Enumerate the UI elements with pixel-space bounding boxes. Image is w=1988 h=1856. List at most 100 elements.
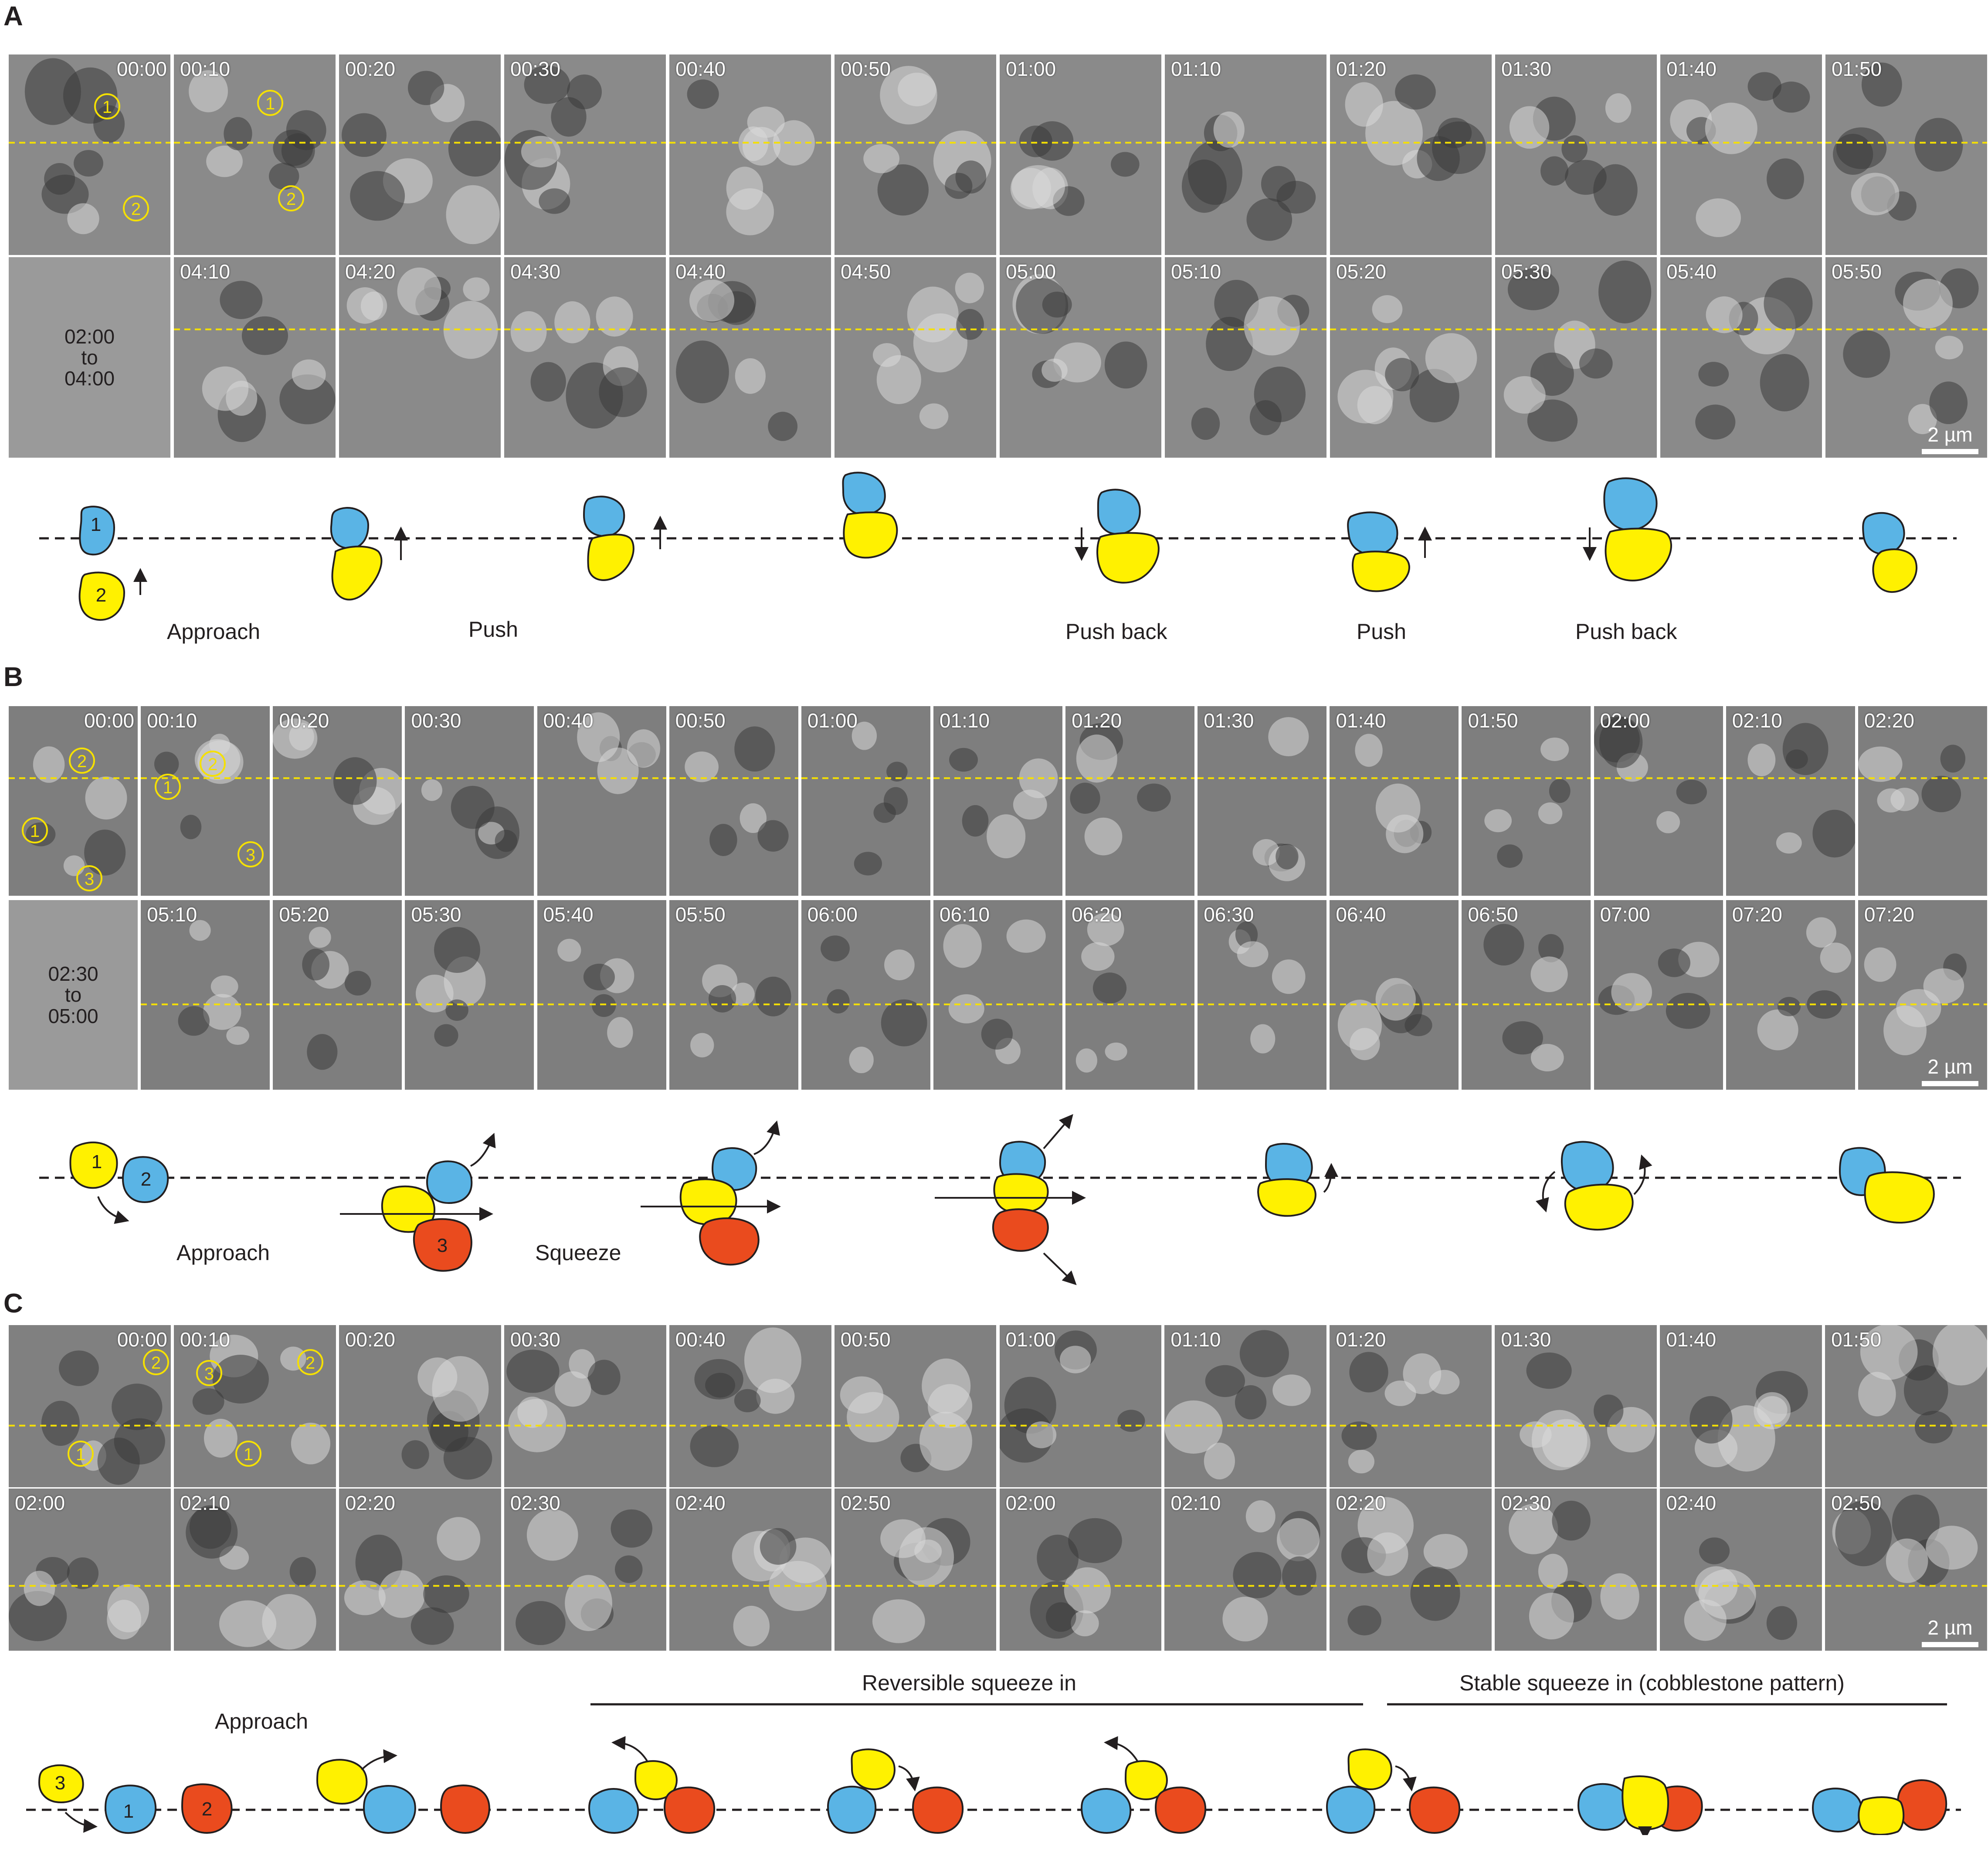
micrograph-image (669, 1325, 831, 1487)
timestamp: 00:10 (180, 1328, 231, 1351)
micrograph-frame: 05:40 (537, 900, 666, 1090)
timestamp: 04:40 (675, 260, 726, 283)
micrograph-image (669, 900, 798, 1090)
timestamp: 00:40 (543, 709, 594, 732)
micrograph-image (339, 1325, 501, 1487)
micrograph-image (1462, 706, 1591, 896)
time-gap-frame: 02:00 to 04:00 (9, 257, 170, 458)
scale-bar: 2 µm (1922, 1616, 1978, 1647)
timestamp: 00:30 (411, 709, 461, 732)
timestamp: 02:20 (1864, 709, 1914, 732)
gap-text-line: 02:00 (64, 325, 115, 348)
micrograph-image (339, 1489, 501, 1651)
micrograph-image (669, 1489, 831, 1651)
micrograph-image (1825, 54, 1987, 255)
timestamp: 05:00 (1006, 260, 1056, 283)
micrograph-frame: 00:20 (339, 54, 501, 255)
micrograph-image (933, 706, 1063, 896)
micrograph-image (1660, 257, 1822, 458)
label-push-a1: Push (468, 617, 518, 642)
timestamp: 00:20 (345, 1328, 395, 1351)
micrograph-image (1660, 1325, 1822, 1487)
micrograph-frame: 02:30 (1495, 1489, 1657, 1651)
timestamp: 01:20 (1336, 1328, 1386, 1351)
micrograph-frame: 04:10 (174, 257, 336, 458)
micrograph-frame: 05:00 (1000, 257, 1161, 458)
cell-number-1: 1 (91, 514, 101, 535)
micrograph-image (1165, 54, 1326, 255)
micrograph-frame: 00:40 (537, 706, 666, 896)
timestamp: 02:40 (1666, 1492, 1717, 1514)
micrograph-image (1198, 706, 1327, 896)
label-approach-b: Approach (176, 1241, 270, 1265)
gap-text-line: 05:00 (48, 1004, 98, 1027)
micrograph-frame: 01:10 (933, 706, 1063, 896)
micrograph-frame: 04:30 (504, 257, 666, 458)
micrograph-frame: 02:00 (1594, 706, 1723, 896)
micrograph-frame: 05:20 (273, 900, 402, 1090)
micrograph-frame: 02:50 (1825, 1489, 1987, 1651)
micrograph-image (1164, 1489, 1327, 1651)
micrograph-frame: 00:40 (669, 1325, 831, 1487)
timestamp: 01:30 (1501, 58, 1552, 80)
micrograph-image (1330, 54, 1492, 255)
gap-text-line: 02:30 (48, 962, 98, 986)
gap-text-line: 04:00 (64, 367, 115, 390)
timestamp: 00:20 (345, 58, 396, 80)
micrograph-frame: 06:50 (1462, 900, 1591, 1090)
timestamp: 00:40 (675, 1328, 726, 1351)
timestamp: 04:20 (345, 260, 396, 283)
micrograph-image (1462, 900, 1591, 1090)
timestamp: 02:10 (1732, 709, 1782, 732)
cell-2-yellow (78, 571, 126, 621)
micrograph-image (339, 257, 501, 458)
timestamp: 02:20 (345, 1492, 395, 1514)
timestamp: 01:20 (1336, 58, 1387, 80)
micrograph-frame: 02:10 (1726, 706, 1855, 896)
panel-letter-a: A (3, 1, 23, 31)
micrograph-frame: 01:50 (1462, 706, 1591, 896)
micrograph-frame: 07:20 (1726, 900, 1855, 1090)
timestamp: 02:50 (840, 1492, 891, 1514)
micrograph-image (669, 257, 831, 458)
micrograph-frame: 01:30 (1198, 706, 1327, 896)
micrograph-image (1495, 257, 1657, 458)
micrograph-image (1065, 900, 1195, 1090)
micrograph-frame: 07:20 (1858, 900, 1987, 1090)
timestamp: 06:40 (1336, 903, 1386, 926)
micrograph-frame: 07:00 (1594, 900, 1723, 1090)
micrograph-image (504, 54, 666, 255)
micrograph-frame: 01:10 (1164, 1325, 1327, 1487)
timestamp: 07:20 (1864, 903, 1914, 926)
timestamp: 01:50 (1832, 58, 1882, 80)
micrograph-image (1000, 54, 1161, 255)
micrograph-image (933, 900, 1063, 1090)
timestamp: 06:30 (1204, 903, 1254, 926)
micrograph-frame: 01:30 (1495, 1325, 1657, 1487)
label-push-back-a2: Push back (1575, 619, 1677, 644)
micrograph-frame: 01:20 (1065, 706, 1195, 896)
micrograph-image (1825, 1325, 1987, 1487)
micrograph-image (1330, 1325, 1492, 1487)
micrograph-image (1000, 257, 1161, 458)
micrograph-frame: 04:50 (835, 257, 996, 458)
panel-c-schematic: 3 1 2 (26, 1703, 1961, 1835)
micrograph-image (9, 54, 170, 255)
micrograph-frame: 00:50 (835, 54, 996, 255)
timestamp: 01:50 (1831, 1328, 1882, 1351)
micrograph-frame: 00:40 (669, 54, 831, 255)
micrograph-frame: 00:30 (504, 1325, 666, 1487)
timestamp: 01:00 (1005, 1328, 1056, 1351)
micrograph-image (9, 706, 138, 896)
timestamp: 01:30 (1204, 709, 1254, 732)
micrograph-image (801, 706, 930, 896)
micrograph-frame: 06:40 (1330, 900, 1459, 1090)
timestamp: 07:00 (1600, 903, 1650, 926)
svg-text:2: 2 (141, 1169, 151, 1190)
micrograph-frame: 01:20 (1330, 1325, 1492, 1487)
timestamp: 00:00 (117, 1328, 167, 1351)
micrograph-image (835, 54, 996, 255)
micrograph-image (1330, 1489, 1492, 1651)
micrograph-image (1330, 257, 1492, 458)
timestamp: 01:30 (1501, 1328, 1551, 1351)
